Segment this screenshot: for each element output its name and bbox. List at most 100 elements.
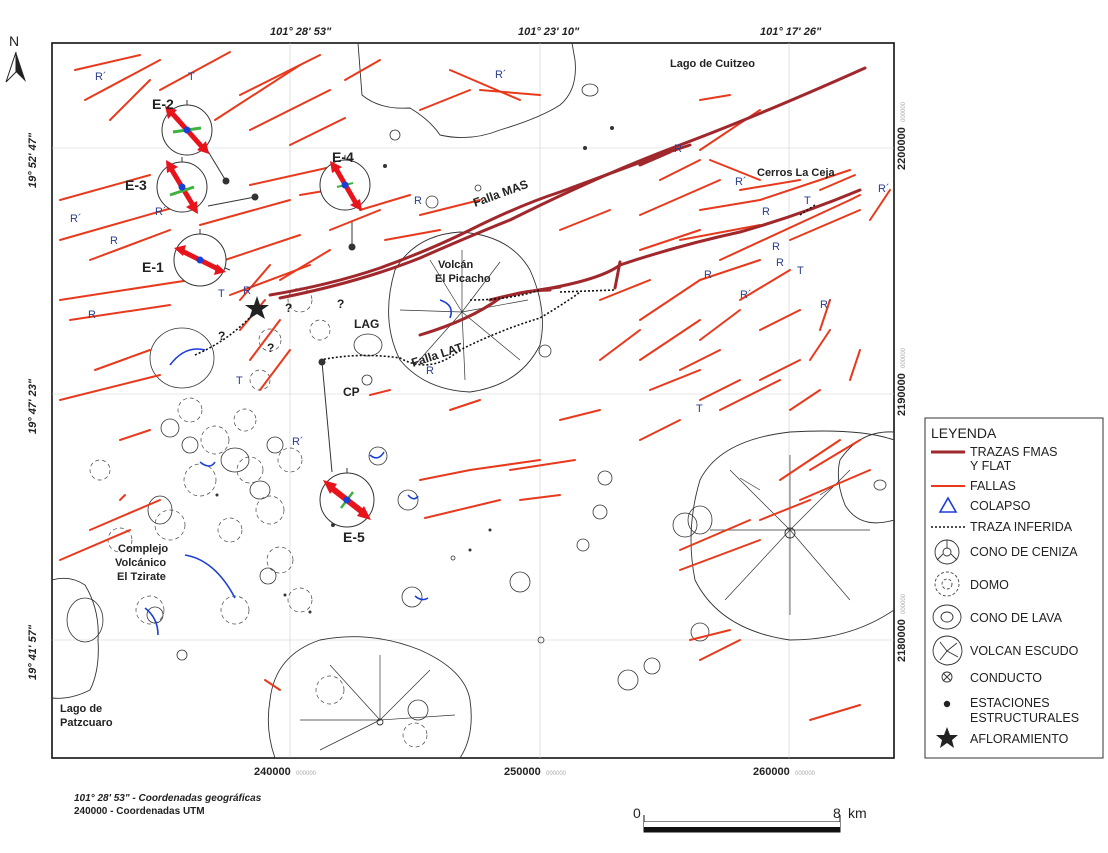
legend-conducto-symbol xyxy=(941,671,953,683)
svg-text:R: R xyxy=(110,235,118,247)
legend-cono-lava-symbol xyxy=(932,604,962,630)
label-volcan-1: Volcán xyxy=(438,259,474,271)
utm-y-label-1: 2200000 xyxy=(896,127,908,170)
legend-domo: DOMO xyxy=(970,578,1009,592)
stereonet-e5 xyxy=(319,468,375,528)
cono-de-ceniza-group xyxy=(146,344,710,721)
svg-text:R: R xyxy=(88,309,96,321)
legend-colapso-symbol xyxy=(938,496,958,513)
volcan-el-picacho xyxy=(388,231,543,393)
svg-text:R: R xyxy=(674,143,682,155)
label-cerros-la-ceja: Cerros La Ceja xyxy=(757,167,836,179)
lago-cuitzeo-shoreline xyxy=(357,43,576,139)
legend-cono-ceniza-symbol xyxy=(934,539,960,565)
svg-text:R: R xyxy=(414,195,422,207)
label-e5: E-5 xyxy=(343,529,365,545)
utm-x-label-2: 250000 xyxy=(504,766,541,778)
label-lag: LAG xyxy=(354,317,379,331)
svg-text:000000: 000000 xyxy=(901,347,907,368)
utm-y-label-3: 2180000 xyxy=(896,619,908,662)
stereonet-e4 xyxy=(319,155,371,211)
svg-text:000000: 000000 xyxy=(901,101,907,122)
label-volcan-2: El Picacho xyxy=(435,273,491,285)
svg-text:R: R xyxy=(704,269,712,281)
svg-text:R´: R´ xyxy=(878,183,890,195)
stereonet-e2 xyxy=(161,100,213,156)
scale-start: 0 xyxy=(633,805,641,821)
svg-text:000000: 000000 xyxy=(546,771,567,777)
svg-text:R: R xyxy=(772,241,780,253)
cono-de-lava-group xyxy=(66,83,887,643)
legend-cono-ceniza: CONO DE CENIZA xyxy=(970,545,1078,559)
lago-patzcuaro-shoreline xyxy=(52,577,99,699)
label-e4: E-4 xyxy=(332,149,354,165)
conducto-group xyxy=(450,184,545,644)
colapso-group xyxy=(144,299,453,636)
afloramiento-star xyxy=(245,296,269,319)
north-arrow: N xyxy=(5,33,26,83)
legend-cono-lava: CONO DE LAVA xyxy=(970,611,1063,625)
svg-text:000000: 000000 xyxy=(901,593,907,614)
label-complejo-1: Complejo xyxy=(118,543,168,555)
label-e3: E-3 xyxy=(125,177,147,193)
svg-text:R´: R´ xyxy=(735,176,747,188)
utm-x-label-1: 240000 xyxy=(254,766,291,778)
svg-text:?: ? xyxy=(337,297,344,311)
legend-estaciones-l1: ESTACIONES xyxy=(970,696,1050,710)
stereonet-e1 xyxy=(173,229,227,287)
station-connectors xyxy=(205,147,356,473)
svg-text:T: T xyxy=(188,71,195,83)
svg-text:R´: R´ xyxy=(70,213,82,225)
legend-conducto: CONDUCTO xyxy=(970,671,1042,685)
scale-end: 8 xyxy=(833,805,841,821)
svg-text:R´: R´ xyxy=(740,289,752,301)
legend-estaciones-symbol xyxy=(943,700,951,708)
lon-label-2: 101° 23' 10" xyxy=(518,26,580,38)
svg-text:T: T xyxy=(804,195,811,207)
lat-label-2: 19° 47' 23" xyxy=(27,378,39,434)
svg-text:R: R xyxy=(426,365,434,377)
scale-unit: km xyxy=(848,805,867,821)
legend-estaciones-l2: ESTRUCTURALES xyxy=(970,711,1079,725)
volcan-escudo-east xyxy=(690,430,894,641)
svg-text:T: T xyxy=(696,403,703,415)
utm-y-label-2: 2190000 xyxy=(896,373,908,416)
label-lago-cuitzeo: Lago de Cuitzeo xyxy=(670,58,755,70)
legend-afloramiento: AFLORAMIENTO xyxy=(970,732,1069,746)
svg-text:T: T xyxy=(236,375,243,387)
svg-text:R´: R´ xyxy=(155,206,167,218)
svg-text:N: N xyxy=(9,33,19,49)
label-e1: E-1 xyxy=(142,259,164,275)
svg-text:101° 28' 53" - Coordenadas g: 101° 28' 53" - Coordenadas geográficas xyxy=(74,793,262,804)
trazas-fmas-flat-group xyxy=(268,66,867,337)
svg-text:?: ? xyxy=(285,301,292,315)
legend-domo-symbol xyxy=(934,571,960,597)
svg-text:R´: R´ xyxy=(495,69,507,81)
svg-text:R: R xyxy=(776,257,784,269)
svg-text:R´: R´ xyxy=(95,71,107,83)
legend-trazas-l2: Y FLAT xyxy=(970,459,1012,473)
lon-label-1: 101° 28' 53" xyxy=(270,26,332,38)
svg-text:000000: 000000 xyxy=(296,771,317,777)
falla-lat-trace xyxy=(538,188,862,292)
volcan-escudo-south xyxy=(267,636,472,758)
svg-text:000000: 000000 xyxy=(795,771,816,777)
lon-label-3: 101° 17' 26" xyxy=(760,26,822,38)
svg-text:R´: R´ xyxy=(820,299,832,311)
svg-text:T: T xyxy=(797,265,804,277)
map-frame xyxy=(51,42,895,759)
footer-coord-note: 101° 28' 53" - Coordenadas geográficas 2… xyxy=(74,793,262,817)
label-lago-patzcuaro-2: Patzcuaro xyxy=(60,717,113,729)
legend-traza-inferida: TRAZA INFERIDA xyxy=(970,520,1073,534)
legend-volcan-escudo: VOLCAN ESCUDO xyxy=(970,644,1079,658)
legend-afloramiento-symbol xyxy=(936,727,958,748)
legend-title: LEYENDA xyxy=(931,425,997,441)
label-lago-patzcuaro-1: Lago de xyxy=(60,703,102,715)
label-cp: CP xyxy=(343,385,360,399)
label-complejo-2: Volcánico xyxy=(115,557,166,569)
structural-symbols: R´ R´ R´ R´ R´ R´ R´ R´ R´ R´ R R R R R … xyxy=(70,69,890,448)
legend: LEYENDA TRAZAS FMAS Y FLAT FALLAS COLAPS… xyxy=(924,417,1104,759)
label-e2: E-2 xyxy=(152,96,174,112)
legend-trazas-l1: TRAZAS FMAS xyxy=(970,445,1058,459)
